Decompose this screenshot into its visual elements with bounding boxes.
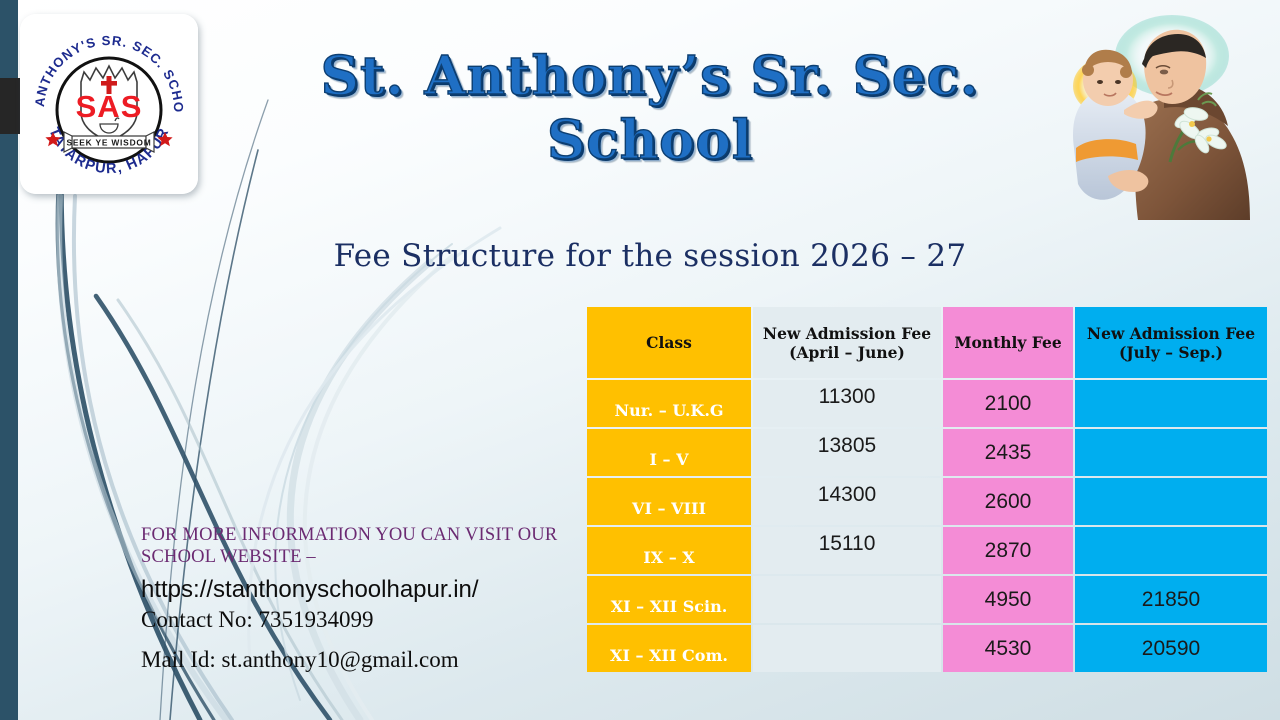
cell-class: IX – X [587, 527, 751, 574]
logo-monogram: SAS [76, 89, 143, 124]
table-row: XI – XII Scin. 4950 21850 [587, 576, 1267, 623]
column-header-admission-july-line1: New Admission Fee [1086, 323, 1256, 343]
info-line-2: SCHOOL WEBSITE – [141, 547, 316, 567]
table-row: IX – X 15110 2870 [587, 527, 1267, 574]
logo-motto: SEEK YE WISDOM [66, 138, 151, 148]
table-row: VI – VIII 14300 2600 [587, 478, 1267, 525]
table-header-row: Class New Admission Fee (April – June) M… [587, 307, 1267, 378]
cell-admission-july: 20590 [1075, 625, 1267, 672]
cell-admission-july: 21850 [1075, 576, 1267, 623]
saint-anthony-illustration [1052, 8, 1270, 220]
info-line-1: FOR MORE INFORMATION YOU CAN VISIT OUR [141, 525, 558, 545]
cell-admission-april: 13805 [753, 429, 941, 476]
cell-monthly: 2600 [943, 478, 1073, 525]
cell-admission-july [1075, 429, 1267, 476]
column-header-admission-april: New Admission Fee (April – June) [753, 307, 941, 378]
column-header-monthly-fee-line1: Monthly Fee [954, 333, 1062, 352]
logo-star-icon [45, 132, 173, 147]
cell-monthly: 2435 [943, 429, 1073, 476]
logo-shield-icon [80, 64, 138, 142]
table-row: Nur. – U.K.G 11300 2100 [587, 380, 1267, 427]
column-header-admission-april-line2: (April – June) [789, 342, 905, 362]
fee-structure-table: Class New Admission Fee (April – June) M… [585, 305, 1269, 674]
cell-admission-july [1075, 380, 1267, 427]
school-website-link[interactable]: https://stanthonyschoolhapur.in/ [141, 576, 479, 603]
column-header-class-line1: Class [646, 333, 692, 352]
lily-flowers [1168, 92, 1227, 163]
cell-class: VI – VIII [587, 478, 751, 525]
contact-number: Contact No: 7351934099 [141, 607, 374, 632]
table-row: I – V 13805 2435 [587, 429, 1267, 476]
page-title: St. Anthony’s Sr. Sec. School [320, 44, 980, 171]
cell-monthly: 2870 [943, 527, 1073, 574]
logo-cross-icon [101, 76, 117, 94]
column-header-class: Class [587, 307, 751, 378]
cell-monthly: 4950 [943, 576, 1073, 623]
column-header-monthly-fee: Monthly Fee [943, 307, 1073, 378]
cell-class: XI – XII Com. [587, 625, 751, 672]
left-accent-bar [0, 0, 18, 720]
cell-admission-july [1075, 527, 1267, 574]
subtitle: Fee Structure for the session 2026 – 27 [333, 238, 967, 274]
table-row: XI – XII Com. 4530 20590 [587, 625, 1267, 672]
cell-admission-april: 11300 [753, 380, 941, 427]
contact-block: FOR MORE INFORMATION YOU CAN VISIT OUR S… [141, 524, 571, 674]
column-header-admission-july-line2: (July – Sep.) [1119, 342, 1223, 362]
column-header-admission-april-line1: New Admission Fee [762, 323, 932, 343]
email-address: Mail Id: st.anthony10@gmail.com [141, 647, 459, 672]
logo-lamp-icon [99, 117, 120, 134]
cell-class: XI – XII Scin. [587, 576, 751, 623]
cell-admission-april [753, 576, 941, 623]
cell-admission-july [1075, 478, 1267, 525]
cell-admission-april: 15110 [753, 527, 941, 574]
cell-monthly: 4530 [943, 625, 1073, 672]
cell-class: Nur. – U.K.G [587, 380, 751, 427]
cell-class: I – V [587, 429, 751, 476]
school-logo: ST. ANTHONY'S SR. SEC. SCHOOL TATARPUR, … [20, 14, 198, 194]
cell-admission-april: 14300 [753, 478, 941, 525]
logo-ribbon: SEEK YE WISDOM [63, 131, 155, 153]
cell-monthly: 2100 [943, 380, 1073, 427]
cell-admission-april [753, 625, 941, 672]
column-header-admission-july: New Admission Fee (July – Sep.) [1075, 307, 1267, 378]
